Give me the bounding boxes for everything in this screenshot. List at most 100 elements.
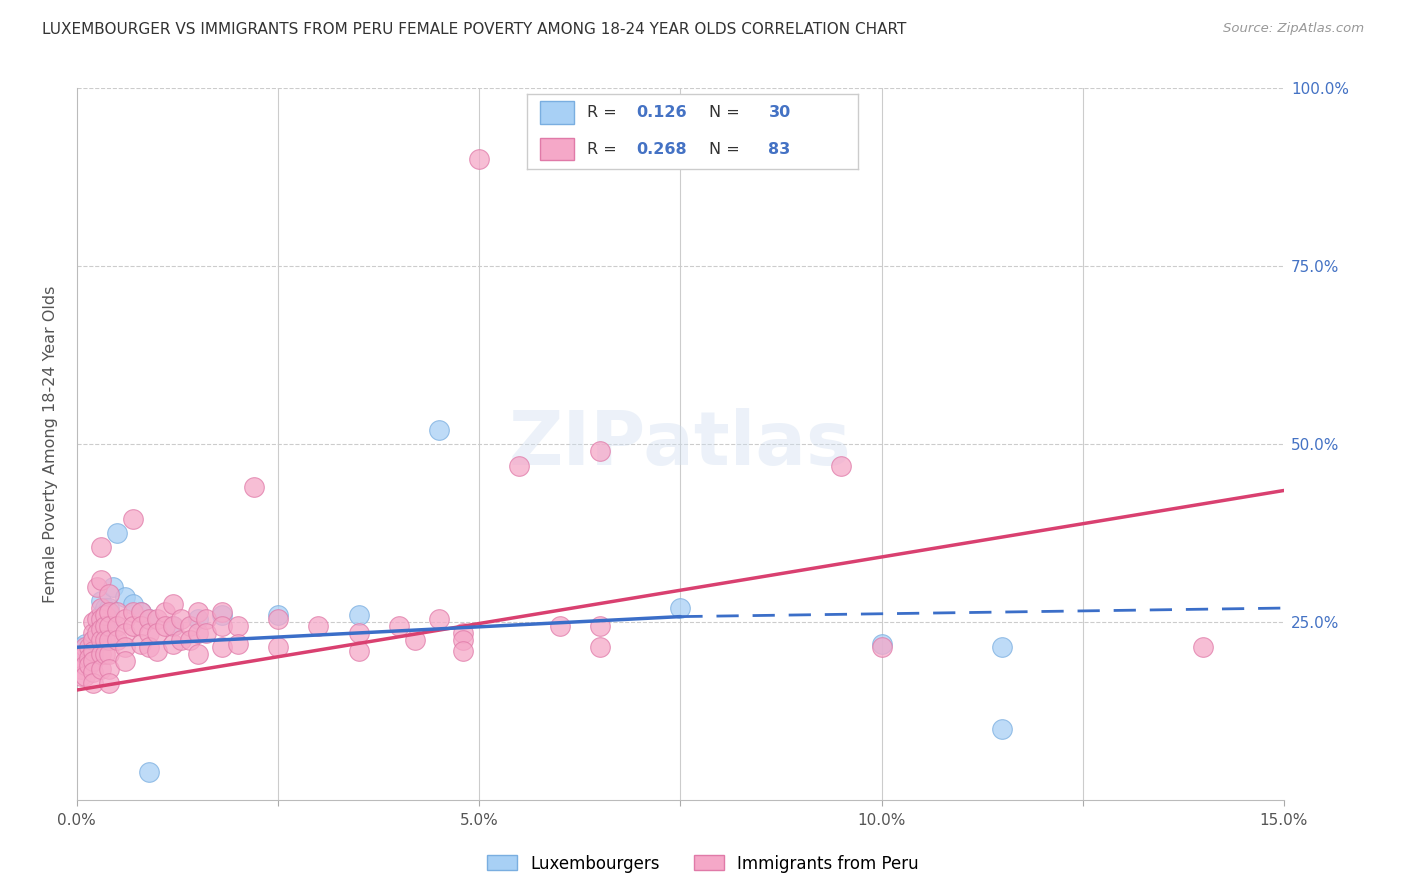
Point	[82, 676, 104, 690]
Point	[162, 637, 184, 651]
Point	[82, 633, 104, 648]
Point	[404, 633, 426, 648]
Point	[82, 665, 104, 680]
Legend: Luxembourgers, Immigrants from Peru: Luxembourgers, Immigrants from Peru	[481, 848, 925, 880]
Point	[179, 633, 201, 648]
Point	[90, 633, 112, 648]
Point	[101, 580, 124, 594]
Point	[82, 615, 104, 630]
Point	[114, 626, 136, 640]
Point	[77, 658, 100, 673]
Point	[179, 619, 201, 633]
Point	[82, 655, 104, 669]
Point	[211, 619, 233, 633]
Point	[870, 640, 893, 655]
Point	[226, 637, 249, 651]
Point	[830, 458, 852, 473]
Point	[162, 619, 184, 633]
Point	[86, 580, 108, 594]
Point	[90, 623, 112, 637]
Point	[86, 612, 108, 626]
Point	[82, 633, 104, 648]
Point	[70, 651, 93, 665]
Point	[98, 612, 121, 626]
Point	[98, 619, 121, 633]
Point	[146, 644, 169, 658]
Point	[468, 152, 491, 166]
Point	[991, 722, 1014, 736]
Point	[187, 612, 209, 626]
Point	[82, 651, 104, 665]
Point	[90, 662, 112, 676]
Point	[90, 594, 112, 608]
Point	[73, 640, 96, 655]
Text: R =: R =	[586, 142, 621, 156]
Point	[98, 587, 121, 601]
Text: 83: 83	[769, 142, 790, 156]
Point	[451, 626, 474, 640]
Text: N =: N =	[709, 142, 745, 156]
Point	[94, 648, 117, 662]
Point	[155, 605, 177, 619]
Y-axis label: Female Poverty Among 18-24 Year Olds: Female Poverty Among 18-24 Year Olds	[44, 285, 58, 603]
Point	[122, 605, 145, 619]
Point	[70, 640, 93, 655]
FancyBboxPatch shape	[540, 137, 574, 161]
Point	[122, 598, 145, 612]
Point	[98, 662, 121, 676]
Point	[90, 573, 112, 587]
Point	[114, 655, 136, 669]
Point	[122, 619, 145, 633]
Point	[307, 619, 329, 633]
Point	[98, 605, 121, 619]
Point	[90, 612, 112, 626]
Point	[86, 626, 108, 640]
Point	[194, 626, 217, 640]
Point	[98, 676, 121, 690]
Point	[138, 612, 160, 626]
Text: ZIPatlas: ZIPatlas	[509, 408, 852, 481]
Point	[98, 605, 121, 619]
Point	[170, 633, 193, 648]
Point	[73, 637, 96, 651]
Point	[669, 601, 692, 615]
Point	[267, 608, 290, 623]
Point	[90, 612, 112, 626]
Point	[98, 648, 121, 662]
Point	[114, 640, 136, 655]
Point	[94, 619, 117, 633]
Point	[77, 644, 100, 658]
Point	[451, 633, 474, 648]
Point	[1192, 640, 1215, 655]
Point	[187, 626, 209, 640]
Point	[73, 658, 96, 673]
Point	[105, 633, 128, 648]
Point	[73, 669, 96, 683]
Point	[194, 612, 217, 626]
Point	[129, 637, 152, 651]
Point	[94, 601, 117, 615]
Point	[105, 619, 128, 633]
Point	[451, 644, 474, 658]
Point	[73, 648, 96, 662]
Point	[90, 619, 112, 633]
Point	[122, 512, 145, 526]
Point	[589, 640, 612, 655]
Point	[508, 458, 530, 473]
Point	[146, 626, 169, 640]
Point	[991, 640, 1014, 655]
Text: N =: N =	[709, 105, 745, 120]
Point	[243, 480, 266, 494]
Point	[211, 640, 233, 655]
Point	[226, 619, 249, 633]
Point	[77, 651, 100, 665]
Point	[114, 591, 136, 605]
Point	[211, 605, 233, 619]
Point	[90, 541, 112, 555]
Point	[427, 612, 450, 626]
Point	[170, 612, 193, 626]
Point	[129, 605, 152, 619]
Point	[548, 619, 571, 633]
Point	[347, 644, 370, 658]
Point	[70, 669, 93, 683]
